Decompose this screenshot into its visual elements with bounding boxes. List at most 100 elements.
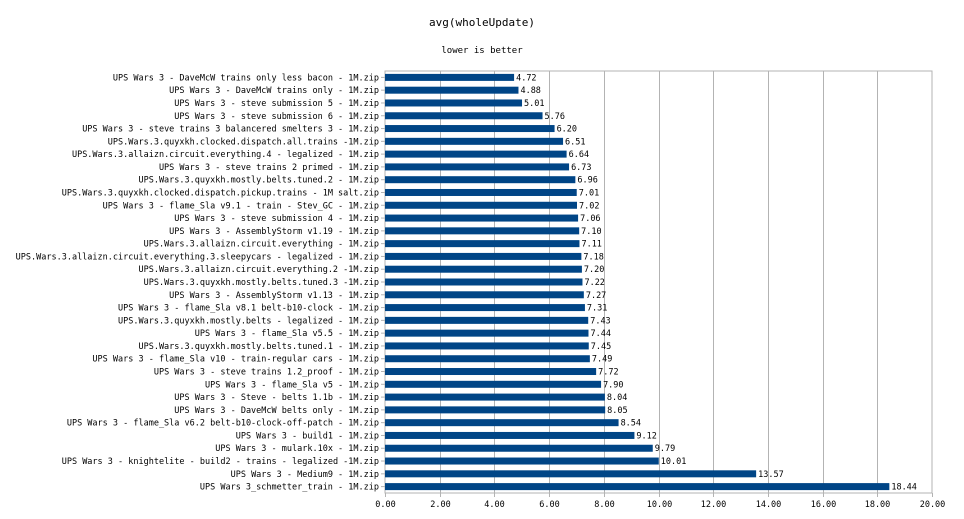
bar (385, 419, 619, 427)
category-label: UPS.Wars.3.quyxkh.mostly.belts.tuned.2 -… (138, 176, 379, 186)
x-tick-label: 18.00 (865, 500, 891, 510)
x-tick-label: 16.00 (811, 500, 837, 510)
bar (385, 73, 515, 81)
data-label: 8.05 (607, 406, 627, 416)
chart-title: avg(wholeUpdate) (429, 16, 535, 29)
bar (385, 483, 890, 491)
category-label: UPS.Wars.3.quyxkh.mostly.belts.tuned.1 -… (138, 342, 379, 352)
category-label: UPS Wars 3 - steve trains 2 primed - 1M.… (159, 163, 379, 173)
data-label: 7.02 (579, 201, 599, 211)
bar (385, 227, 580, 235)
data-label: 7.45 (591, 342, 611, 352)
category-label: UPS.Wars.3.quyxkh.clocked.dispatch.picku… (62, 188, 379, 198)
bar (385, 406, 606, 414)
x-tick-label: 0.00 (375, 500, 395, 510)
bar (385, 470, 757, 478)
bar (385, 431, 635, 439)
category-label: UPS.Wars.3.quyxkh.mostly.belts.tuned.3 -… (144, 278, 379, 288)
category-label: UPS Wars 3_schmetter_train - 1M.zip (200, 483, 379, 493)
data-label: 4.88 (520, 86, 540, 96)
bar (385, 265, 582, 273)
category-label: UPS Wars 3 - Medium9 - 1M.zip (231, 470, 379, 480)
category-label: UPS Wars 3 - AssemblyStorm v1.19 - 1M.zi… (169, 227, 379, 237)
chart-subtitle: lower is better (441, 46, 523, 56)
x-tick-label: 6.00 (539, 500, 559, 510)
category-label: UPS Wars 3 - flame_Sla v9.1 - train - St… (103, 201, 379, 211)
category-label: UPS Wars 3 - Steve - belts 1.1b - 1M.zip (174, 393, 379, 403)
category-label: UPS Wars 3 - steve submission 6 - 1M.zip (174, 112, 379, 122)
data-label: 18.44 (891, 483, 917, 493)
data-label: 5.01 (524, 99, 544, 109)
data-label: 6.64 (569, 150, 589, 160)
category-label: UPS Wars 3 - DaveMcW belts only - 1M.zip (174, 406, 379, 416)
bar (385, 112, 543, 120)
data-label: 4.72 (516, 73, 536, 83)
bar (385, 99, 523, 107)
category-label: UPS Wars 3 - steve submission 5 - 1M.zip (174, 99, 379, 109)
data-label: 7.11 (581, 240, 601, 250)
data-label: 7.10 (581, 227, 601, 237)
bar (385, 252, 582, 260)
bar (385, 214, 579, 222)
category-label: UPS.Wars.3.allaizn.circuit.everything.3.… (16, 252, 379, 262)
data-label: 8.54 (621, 419, 641, 429)
bar (385, 150, 567, 158)
x-tick-label: 2.00 (430, 500, 450, 510)
bar (385, 393, 605, 401)
category-label: UPS Wars 3 - flame_Sla v5.5 - 1M.zip (195, 329, 379, 339)
data-label: 7.01 (579, 188, 599, 198)
data-label: 7.31 (587, 304, 607, 314)
data-label: 6.96 (577, 176, 597, 186)
data-label: 9.12 (636, 431, 656, 441)
bar (385, 291, 584, 299)
bar (385, 278, 583, 286)
category-label: UPS Wars 3 - mulark.10x - 1M.zip (215, 444, 379, 454)
data-label: 7.22 (584, 278, 604, 288)
category-label: UPS Wars 3 - flame_Sla v6.2 belt-b10-clo… (67, 419, 379, 429)
x-tick-label: 12.00 (701, 500, 727, 510)
data-label: 7.43 (590, 316, 610, 326)
bar (385, 176, 576, 184)
category-label: UPS Wars 3 - build1 - 1M.zip (236, 431, 379, 441)
category-label: UPS Wars 3 - flame_Sla v5 - 1M.zip (205, 380, 379, 390)
bar (385, 444, 653, 452)
category-label: UPS Wars 3 - DaveMcW trains only - 1M.zi… (169, 86, 379, 96)
category-label: UPS Wars 3 - knightelite - build2 - trai… (62, 457, 379, 467)
x-tick-label: 10.00 (647, 500, 673, 510)
bar (385, 355, 590, 363)
bar (385, 125, 555, 133)
bar (385, 342, 589, 350)
data-label: 7.72 (598, 368, 618, 378)
bar (385, 137, 564, 145)
bar (385, 201, 577, 209)
category-label: UPS Wars 3 - steve submission 4 - 1M.zip (174, 214, 379, 224)
bar (385, 240, 580, 248)
category-label: UPS Wars 3 - DaveMcW trains only less ba… (113, 73, 379, 83)
data-label: 5.76 (545, 112, 565, 122)
bar (385, 163, 570, 171)
data-label: 7.44 (590, 329, 610, 339)
data-label: 7.90 (603, 380, 623, 390)
category-label: UPS.Wars.3.quyxkh.clocked.dispatch.all.t… (108, 137, 379, 147)
x-tick-label: 4.00 (484, 500, 504, 510)
data-label: 10.01 (661, 457, 687, 467)
data-label: 9.79 (655, 444, 675, 454)
bar (385, 380, 602, 388)
category-label: UPS Wars 3 - steve trains 3 balancered s… (82, 125, 379, 135)
bar (385, 316, 589, 324)
category-label: UPS.Wars.3.quyxkh.mostly.belts - legaliz… (118, 316, 379, 326)
data-label: 6.73 (571, 163, 591, 173)
bar (385, 86, 519, 94)
category-label: UPS Wars 3 - AssemblyStorm v1.13 - 1M.zi… (169, 291, 379, 301)
category-label: UPS Wars 3 - flame_Sla v10 - train-regul… (92, 355, 379, 365)
category-label: UPS.Wars.3.allaizn.circuit.everything - … (144, 240, 379, 250)
x-tick-label: 8.00 (594, 500, 614, 510)
x-tick-label: 20.00 (920, 500, 946, 510)
x-tick-label: 14.00 (756, 500, 782, 510)
data-label: 7.18 (583, 252, 603, 262)
bar (385, 457, 659, 465)
data-label: 6.51 (565, 137, 585, 147)
category-label: UPS Wars 3 - steve trains 1.2_proof - 1M… (154, 368, 379, 378)
